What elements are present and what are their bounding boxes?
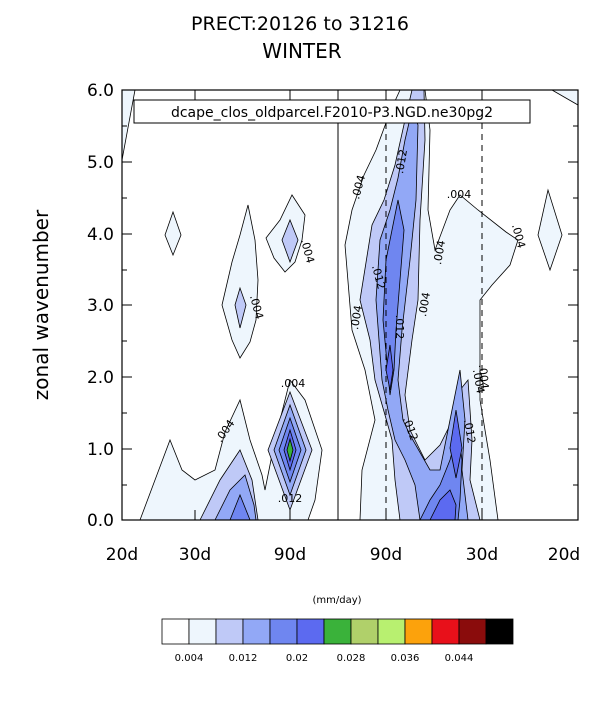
contour-label: .012 [461, 418, 478, 444]
colorbar-cell [242, 618, 271, 645]
y-tick-label: 2.0 [87, 368, 114, 388]
contour-label: .004 [416, 291, 433, 317]
contour-fill [537, 188, 563, 272]
contour-label: .004 [349, 174, 368, 201]
contour-label: .012 [278, 492, 303, 505]
contour-label: .004 [281, 377, 306, 390]
chart-title: PRECT:20126 to 31216 [191, 13, 409, 35]
x-tick-label: 30d [179, 545, 211, 565]
contour-fill [550, 89, 579, 106]
colorbar-label: 0.044 [445, 653, 474, 664]
colorbar-cell [188, 618, 217, 645]
x-axis-ticks [194, 90, 483, 520]
colorbar-cell [215, 618, 244, 645]
contour-label: .004 [298, 238, 317, 265]
contour-fill [164, 210, 182, 257]
contour-fill [234, 286, 247, 329]
y-tick-label: 3.0 [87, 296, 114, 316]
contour-fill [385, 344, 394, 391]
x-tick-label: 30d [466, 545, 498, 565]
contour-label: .012 [369, 264, 388, 291]
colorbar-cell [350, 618, 379, 645]
colorbar-units: (mm/day) [312, 595, 361, 606]
y-tick-label: 1.0 [87, 440, 114, 460]
contour-label: .012 [393, 148, 410, 174]
contour-label: .004 [247, 294, 266, 321]
contour-label: .012 [393, 315, 406, 340]
contour-label: .004 [348, 304, 365, 330]
colorbar-cell [485, 618, 514, 645]
contour-label: .004 [447, 188, 472, 201]
contour-label: .004 [509, 223, 528, 250]
y-tick-label: 6.0 [87, 81, 114, 101]
contour-fill [449, 409, 463, 479]
y-tick-labels: 0.0 1.0 2.0 3.0 4.0 5.0 6.0 [87, 81, 114, 531]
colorbar-cell [269, 618, 298, 645]
contour-labels: .004 .004 .004 .004 .012 .004 .012 .004 … [213, 148, 528, 505]
x-tick-label: 20d [106, 545, 138, 565]
y-tick-label: 0.0 [87, 511, 114, 531]
colorbar-cell [377, 618, 406, 645]
contour-fill [121, 89, 136, 161]
contour-fill [221, 204, 259, 359]
colorbar-cell [296, 618, 325, 645]
x-tick-label: 20d [548, 545, 580, 565]
colorbar-cell [161, 618, 190, 645]
contour-label: .004 [431, 239, 448, 265]
x-tick-label: 90d [274, 545, 306, 565]
legend-text: dcape_clos_oldparcel.F2010-P3.NGD.ne30pg… [171, 105, 493, 121]
colorbar-label: 0.036 [391, 653, 420, 664]
legend-box [133, 99, 531, 124]
legend: dcape_clos_oldparcel.F2010-P3.NGD.ne30pg… [133, 99, 531, 124]
colorbar-label: 0.02 [286, 653, 308, 664]
x-tick-label: 90d [370, 545, 402, 565]
chart-subtitle: WINTER [262, 39, 341, 63]
reference-lines [337, 90, 483, 520]
colorbar-label: 0.004 [175, 653, 204, 664]
colorbar-cell [323, 618, 352, 645]
colorbar-label: 0.012 [229, 653, 258, 664]
y-tick-label: 4.0 [87, 225, 114, 245]
colorbar-cell [458, 618, 487, 645]
contour-fill [382, 199, 405, 396]
contour-label: .004 [470, 368, 487, 394]
colorbar-cell [404, 618, 433, 645]
y-tick-label: 5.0 [87, 153, 114, 173]
colorbar-labels: 0.004 0.012 0.02 0.028 0.036 0.044 [175, 653, 474, 664]
contour-fill [286, 437, 294, 463]
colorbar-label: 0.028 [337, 653, 366, 664]
colorbar-cell [431, 618, 460, 645]
y-axis-label: zonal wavenumber [29, 209, 53, 400]
x-tick-labels: 20d 30d 90d 90d 30d 20d [106, 545, 580, 565]
y-axis-ticks [122, 89, 578, 486]
contour-label: .004 [476, 364, 491, 390]
contour-fill [281, 218, 299, 264]
contour-fills [121, 89, 579, 521]
contour-fill [139, 379, 323, 521]
colorbar [161, 618, 514, 645]
